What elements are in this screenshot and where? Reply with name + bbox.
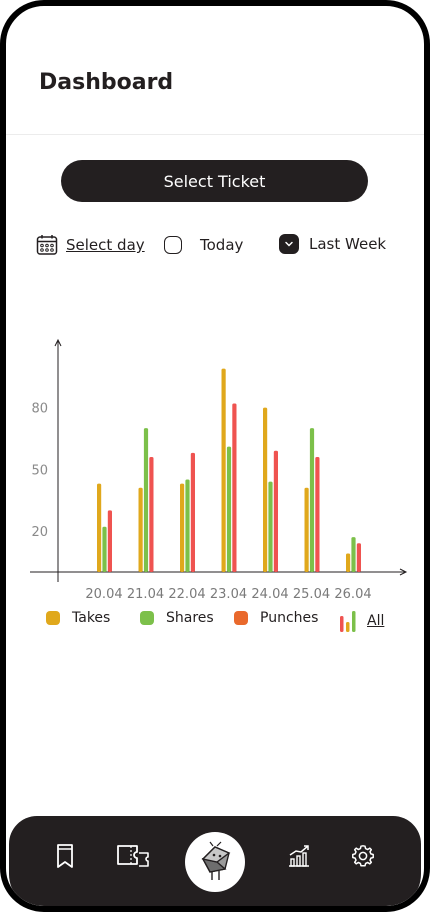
legend-label: Punches bbox=[260, 610, 319, 626]
settings-icon bbox=[352, 845, 374, 867]
calendar-icon bbox=[36, 235, 58, 255]
x-tick-label: 26.04 bbox=[334, 587, 371, 602]
page-title: Dashboard bbox=[39, 70, 174, 95]
today-label: Today bbox=[200, 236, 244, 254]
bar bbox=[143, 428, 149, 572]
legend-shares[interactable]: Shares bbox=[140, 610, 214, 626]
legend-punches[interactable]: Punches bbox=[234, 610, 318, 626]
legend-swatch bbox=[46, 611, 60, 625]
bar bbox=[149, 456, 154, 572]
legend-label: Takes bbox=[72, 610, 111, 626]
bar bbox=[309, 428, 315, 572]
chart-legend: Takes Shares Punches All bbox=[6, 610, 424, 634]
nav-settings[interactable] bbox=[343, 836, 383, 876]
bar bbox=[273, 450, 278, 572]
bar bbox=[185, 479, 190, 572]
bar bbox=[351, 537, 356, 572]
y-tick-label: 20 bbox=[31, 525, 48, 540]
nav-home[interactable] bbox=[185, 832, 245, 892]
bar bbox=[304, 487, 309, 572]
bar-chart: 20 50 80 20.04 21.04 22.04 23.04 24.04 25.04 26.0… bbox=[30, 338, 408, 602]
nav-stats[interactable] bbox=[279, 836, 319, 876]
last-week-checkbox[interactable] bbox=[279, 234, 299, 254]
bar bbox=[180, 483, 185, 572]
stats-icon bbox=[289, 845, 309, 867]
bar bbox=[97, 483, 102, 572]
bar bbox=[232, 403, 237, 572]
bar bbox=[315, 456, 320, 572]
chevron-down-icon bbox=[285, 241, 293, 247]
bar bbox=[356, 543, 361, 572]
today-checkbox[interactable] bbox=[164, 236, 182, 254]
all-bars-icon bbox=[340, 611, 356, 632]
today-filter[interactable]: Today bbox=[164, 236, 243, 254]
x-tick-label: 23.04 bbox=[210, 587, 247, 602]
bar bbox=[226, 446, 232, 572]
bar bbox=[221, 368, 226, 572]
legend-all[interactable]: All bbox=[339, 610, 384, 632]
last-week-filter[interactable]: Last Week bbox=[279, 234, 386, 254]
select-ticket-button[interactable]: Select Ticket bbox=[61, 160, 368, 202]
bar bbox=[346, 553, 351, 572]
select-day-filter[interactable]: Select day bbox=[36, 234, 145, 256]
x-tick-label: 21.04 bbox=[127, 587, 164, 602]
x-tick-label: 25.04 bbox=[293, 587, 330, 602]
header: Dashboard bbox=[6, 6, 424, 135]
bar bbox=[138, 487, 143, 572]
x-axis-arrow bbox=[399, 568, 408, 576]
nav-ticket[interactable] bbox=[45, 836, 85, 876]
home-cube-icon bbox=[201, 841, 231, 880]
y-tick-label: 80 bbox=[31, 402, 48, 417]
y-tick-label: 50 bbox=[31, 463, 48, 478]
bottom-navbar bbox=[9, 816, 421, 906]
date-filters: Select day Today Last Week bbox=[6, 232, 424, 262]
x-tick-label: 20.04 bbox=[85, 587, 122, 602]
y-axis-arrow bbox=[54, 338, 62, 347]
x-tick-label: 22.04 bbox=[168, 587, 205, 602]
legend-label: Shares bbox=[166, 610, 214, 626]
tickets-icon bbox=[117, 845, 149, 867]
bar bbox=[190, 452, 195, 572]
last-week-label: Last Week bbox=[309, 235, 387, 253]
legend-swatch bbox=[140, 611, 154, 625]
bar bbox=[263, 407, 268, 572]
bar bbox=[268, 481, 273, 572]
legend-swatch bbox=[234, 611, 248, 625]
legend-takes[interactable]: Takes bbox=[46, 610, 110, 626]
x-tick-label: 24.04 bbox=[251, 587, 288, 602]
bar bbox=[102, 526, 107, 572]
select-day-label: Select day bbox=[66, 236, 145, 254]
ticket-icon bbox=[57, 844, 73, 868]
legend-all-label: All bbox=[367, 613, 385, 629]
bar bbox=[107, 510, 112, 572]
nav-tickets[interactable] bbox=[113, 836, 153, 876]
